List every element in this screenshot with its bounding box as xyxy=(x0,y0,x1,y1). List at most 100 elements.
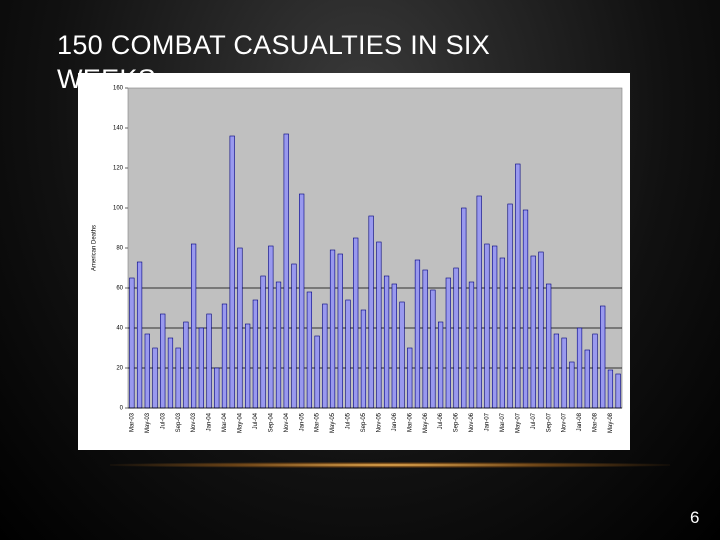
bar xyxy=(283,133,289,409)
y-tick-label: 140 xyxy=(113,126,124,132)
bar xyxy=(353,237,359,409)
bar xyxy=(546,283,552,409)
bar xyxy=(607,369,614,409)
x-tick-label: Nov-03 xyxy=(191,412,197,432)
bar xyxy=(198,327,204,409)
bar xyxy=(167,337,174,409)
bar xyxy=(237,247,243,409)
bar xyxy=(183,321,189,409)
bar xyxy=(229,135,235,409)
y-tick-label: 80 xyxy=(116,246,123,252)
x-tick-label: Mar-06 xyxy=(407,412,413,432)
bar xyxy=(206,313,212,409)
bar xyxy=(306,291,313,409)
bar xyxy=(515,163,521,409)
y-tick-label: 100 xyxy=(113,206,124,212)
x-tick-label: Nov-05 xyxy=(376,412,382,432)
bar xyxy=(414,259,421,409)
bar xyxy=(530,255,536,409)
x-tick-label: Mar-07 xyxy=(500,412,506,432)
bar xyxy=(407,347,413,409)
x-tick-label: Jul-06 xyxy=(438,412,444,429)
page-number: 6 xyxy=(690,508,700,527)
bar xyxy=(376,241,382,409)
x-tick-label: May-06 xyxy=(423,412,429,433)
bar xyxy=(484,243,490,409)
x-tick-label: May-08 xyxy=(608,412,614,433)
bar xyxy=(314,335,320,409)
x-tick-label: Sep-05 xyxy=(361,412,367,432)
bar xyxy=(561,337,567,409)
bar xyxy=(553,333,560,409)
bar xyxy=(430,289,436,409)
x-tick-label: Jul-03 xyxy=(160,412,166,429)
x-tick-label: Nov-07 xyxy=(562,412,568,432)
y-axis-label: American Deaths xyxy=(92,225,98,271)
bar xyxy=(160,313,166,409)
bar xyxy=(175,347,181,409)
bar xyxy=(492,245,498,409)
bar xyxy=(422,269,428,409)
bar xyxy=(569,361,575,409)
x-tick-label: Jul-07 xyxy=(531,412,537,429)
x-tick-label: May-04 xyxy=(238,412,244,433)
x-tick-label: Sep-06 xyxy=(454,412,460,432)
x-tick-label: Mar-08 xyxy=(593,412,599,432)
bar xyxy=(507,203,513,409)
x-tick-label: May-03 xyxy=(145,412,151,433)
bar xyxy=(476,195,482,409)
bar xyxy=(221,303,228,409)
x-tick-label: Sep-04 xyxy=(268,412,274,432)
bar xyxy=(337,253,343,409)
x-tick-label: Mar-05 xyxy=(315,412,321,432)
bar xyxy=(252,299,258,409)
bar xyxy=(260,275,266,409)
bar xyxy=(322,303,328,409)
bar xyxy=(214,367,220,409)
y-tick-label: 60 xyxy=(116,286,123,292)
x-tick-label: Jan-04 xyxy=(207,412,213,431)
bar xyxy=(329,249,336,409)
bar xyxy=(152,347,158,409)
bar xyxy=(275,281,282,409)
bar xyxy=(368,215,374,409)
x-tick-label: Nov-06 xyxy=(469,412,475,432)
x-tick-label: Nov-04 xyxy=(284,412,290,432)
x-tick-label: Jan-08 xyxy=(577,412,583,431)
bar xyxy=(600,305,606,409)
bar xyxy=(584,349,590,409)
bar xyxy=(468,281,475,409)
bar xyxy=(615,373,621,409)
x-tick-label: Jul-04 xyxy=(253,412,259,429)
x-tick-label: Mar-03 xyxy=(129,412,135,432)
x-tick-label: Sep-03 xyxy=(176,412,182,432)
bar xyxy=(592,333,598,409)
bar xyxy=(245,323,251,409)
bar xyxy=(383,275,390,409)
x-tick-label: Jan-07 xyxy=(485,412,491,431)
bar xyxy=(360,309,367,409)
x-tick-label: Jan-05 xyxy=(299,412,305,431)
y-tick-label: 160 xyxy=(113,86,124,92)
bar xyxy=(522,209,529,409)
bar xyxy=(345,299,351,409)
chart: American Deaths 0 20 40 60 80 100 120 140 160 Mar… xyxy=(78,73,630,450)
x-tick-label: Jan-06 xyxy=(392,412,398,431)
x-tick-label: Sep-07 xyxy=(546,412,552,432)
bar xyxy=(461,207,467,409)
bar xyxy=(291,263,297,409)
y-tick-label: 40 xyxy=(116,326,123,332)
y-tick-label: 0 xyxy=(120,406,124,412)
bar xyxy=(299,193,305,409)
bar xyxy=(437,321,444,409)
bar xyxy=(399,301,405,409)
divider-glow xyxy=(110,462,670,468)
x-tick-label: May-05 xyxy=(330,412,336,433)
bar xyxy=(538,251,544,409)
y-tick-label: 120 xyxy=(113,166,124,172)
bar xyxy=(190,243,197,409)
x-tick-label: May-07 xyxy=(515,412,521,433)
bar xyxy=(499,257,505,409)
x-tick-label: Mar-04 xyxy=(222,412,228,432)
